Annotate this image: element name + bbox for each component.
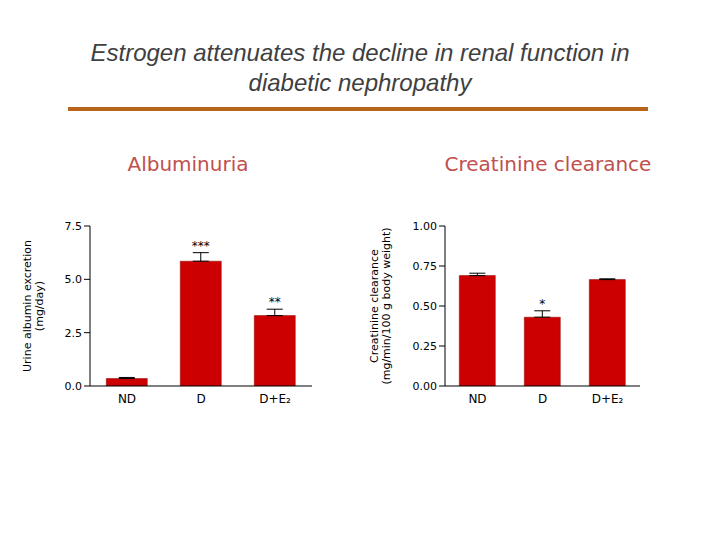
svg-text:0.75: 0.75	[413, 260, 438, 273]
html-text:Creatinine clearance: Creatinine clearance	[444, 152, 652, 176]
svg-text:7.5: 7.5	[65, 220, 83, 233]
svg-text:D+E₂: D+E₂	[259, 392, 291, 406]
svg-text:***: ***	[192, 239, 210, 253]
svg-text:**: **	[269, 295, 281, 309]
svg-text:5.0: 5.0	[65, 273, 83, 286]
html-text:Urine albumin excretion (mg/da: Urine albumin excretion (mg/day)	[20, 240, 45, 372]
svg-text:*: *	[539, 297, 545, 311]
svg-text:D+E₂: D+E₂	[592, 392, 624, 406]
svg-text:0.25: 0.25	[413, 340, 438, 353]
svg-text:2.5: 2.5	[65, 327, 83, 340]
svg-text:D: D	[196, 392, 205, 406]
svg-text:1.00: 1.00	[413, 220, 438, 233]
svg-text:ND: ND	[468, 392, 486, 406]
svg-text:ND: ND	[118, 392, 136, 406]
svg-text:0.0: 0.0	[65, 380, 83, 393]
svg-text:D: D	[538, 392, 547, 406]
html-text:Estrogen attenuates the declin: Estrogen attenuates the decline in renal…	[90, 39, 630, 96]
html-text:Creatinine clearance (mg/min/1: Creatinine clearance (mg/min/100 g body …	[367, 227, 392, 385]
svg-text:0.00: 0.00	[413, 380, 438, 393]
svg-text:0.50: 0.50	[413, 300, 438, 313]
html-text:Albuminuria: Albuminuria	[127, 152, 249, 176]
